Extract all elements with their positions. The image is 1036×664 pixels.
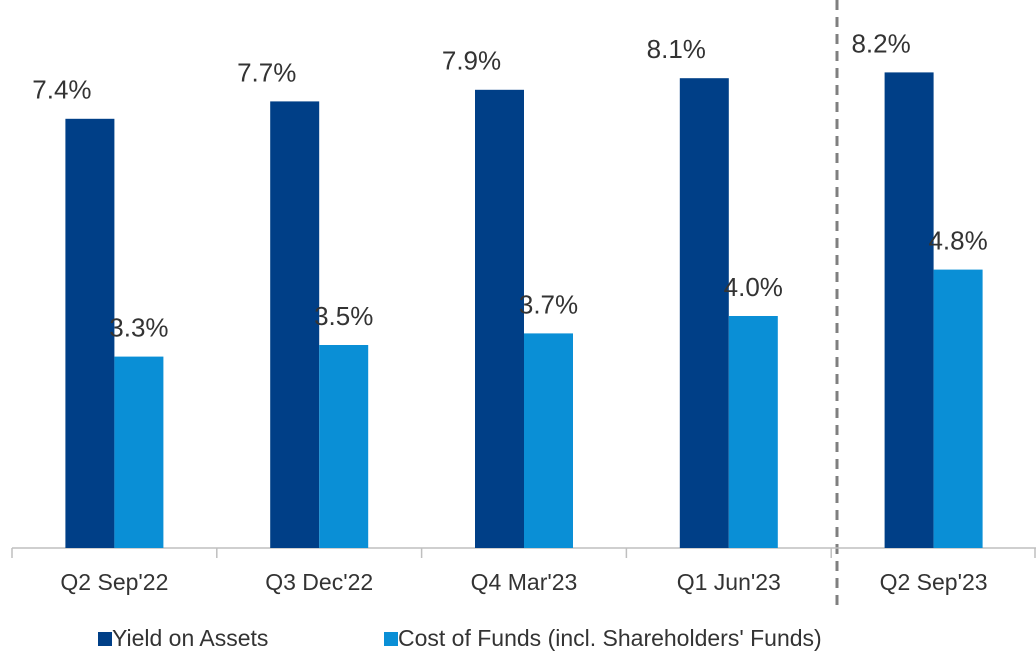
x-tick-label: Q2 Sep'23 <box>880 569 988 595</box>
x-tick-label: Q3 Dec'22 <box>265 569 373 595</box>
bar <box>475 89 524 549</box>
value-label: 8.2% <box>851 28 910 58</box>
value-label: 4.0% <box>724 272 783 302</box>
legend-swatch <box>384 632 398 646</box>
bar <box>728 316 778 548</box>
x-tick-label: Q1 Jun'23 <box>677 569 781 595</box>
value-label: 7.9% <box>442 46 501 76</box>
value-label: 3.5% <box>314 301 373 331</box>
bar <box>524 333 573 548</box>
bar <box>679 78 729 548</box>
legend-label: Yield on Assets <box>112 625 268 651</box>
bar <box>270 101 320 549</box>
value-label: 7.7% <box>237 57 296 87</box>
x-tick-label: Q2 Sep'22 <box>60 569 168 595</box>
bar <box>884 72 934 549</box>
bar <box>933 269 983 548</box>
bar <box>114 356 164 548</box>
value-label: 8.1% <box>647 34 706 64</box>
bar <box>319 345 369 548</box>
legend-label: Cost of Funds (incl. Shareholders' Funds… <box>398 625 822 651</box>
legend-swatch <box>98 632 112 646</box>
value-label: 7.4% <box>32 75 91 105</box>
value-label: 4.8% <box>928 225 987 255</box>
value-label: 3.7% <box>519 289 578 319</box>
bar <box>65 118 115 549</box>
x-tick-label: Q4 Mar'23 <box>471 569 578 595</box>
value-label: 3.3% <box>109 312 168 342</box>
